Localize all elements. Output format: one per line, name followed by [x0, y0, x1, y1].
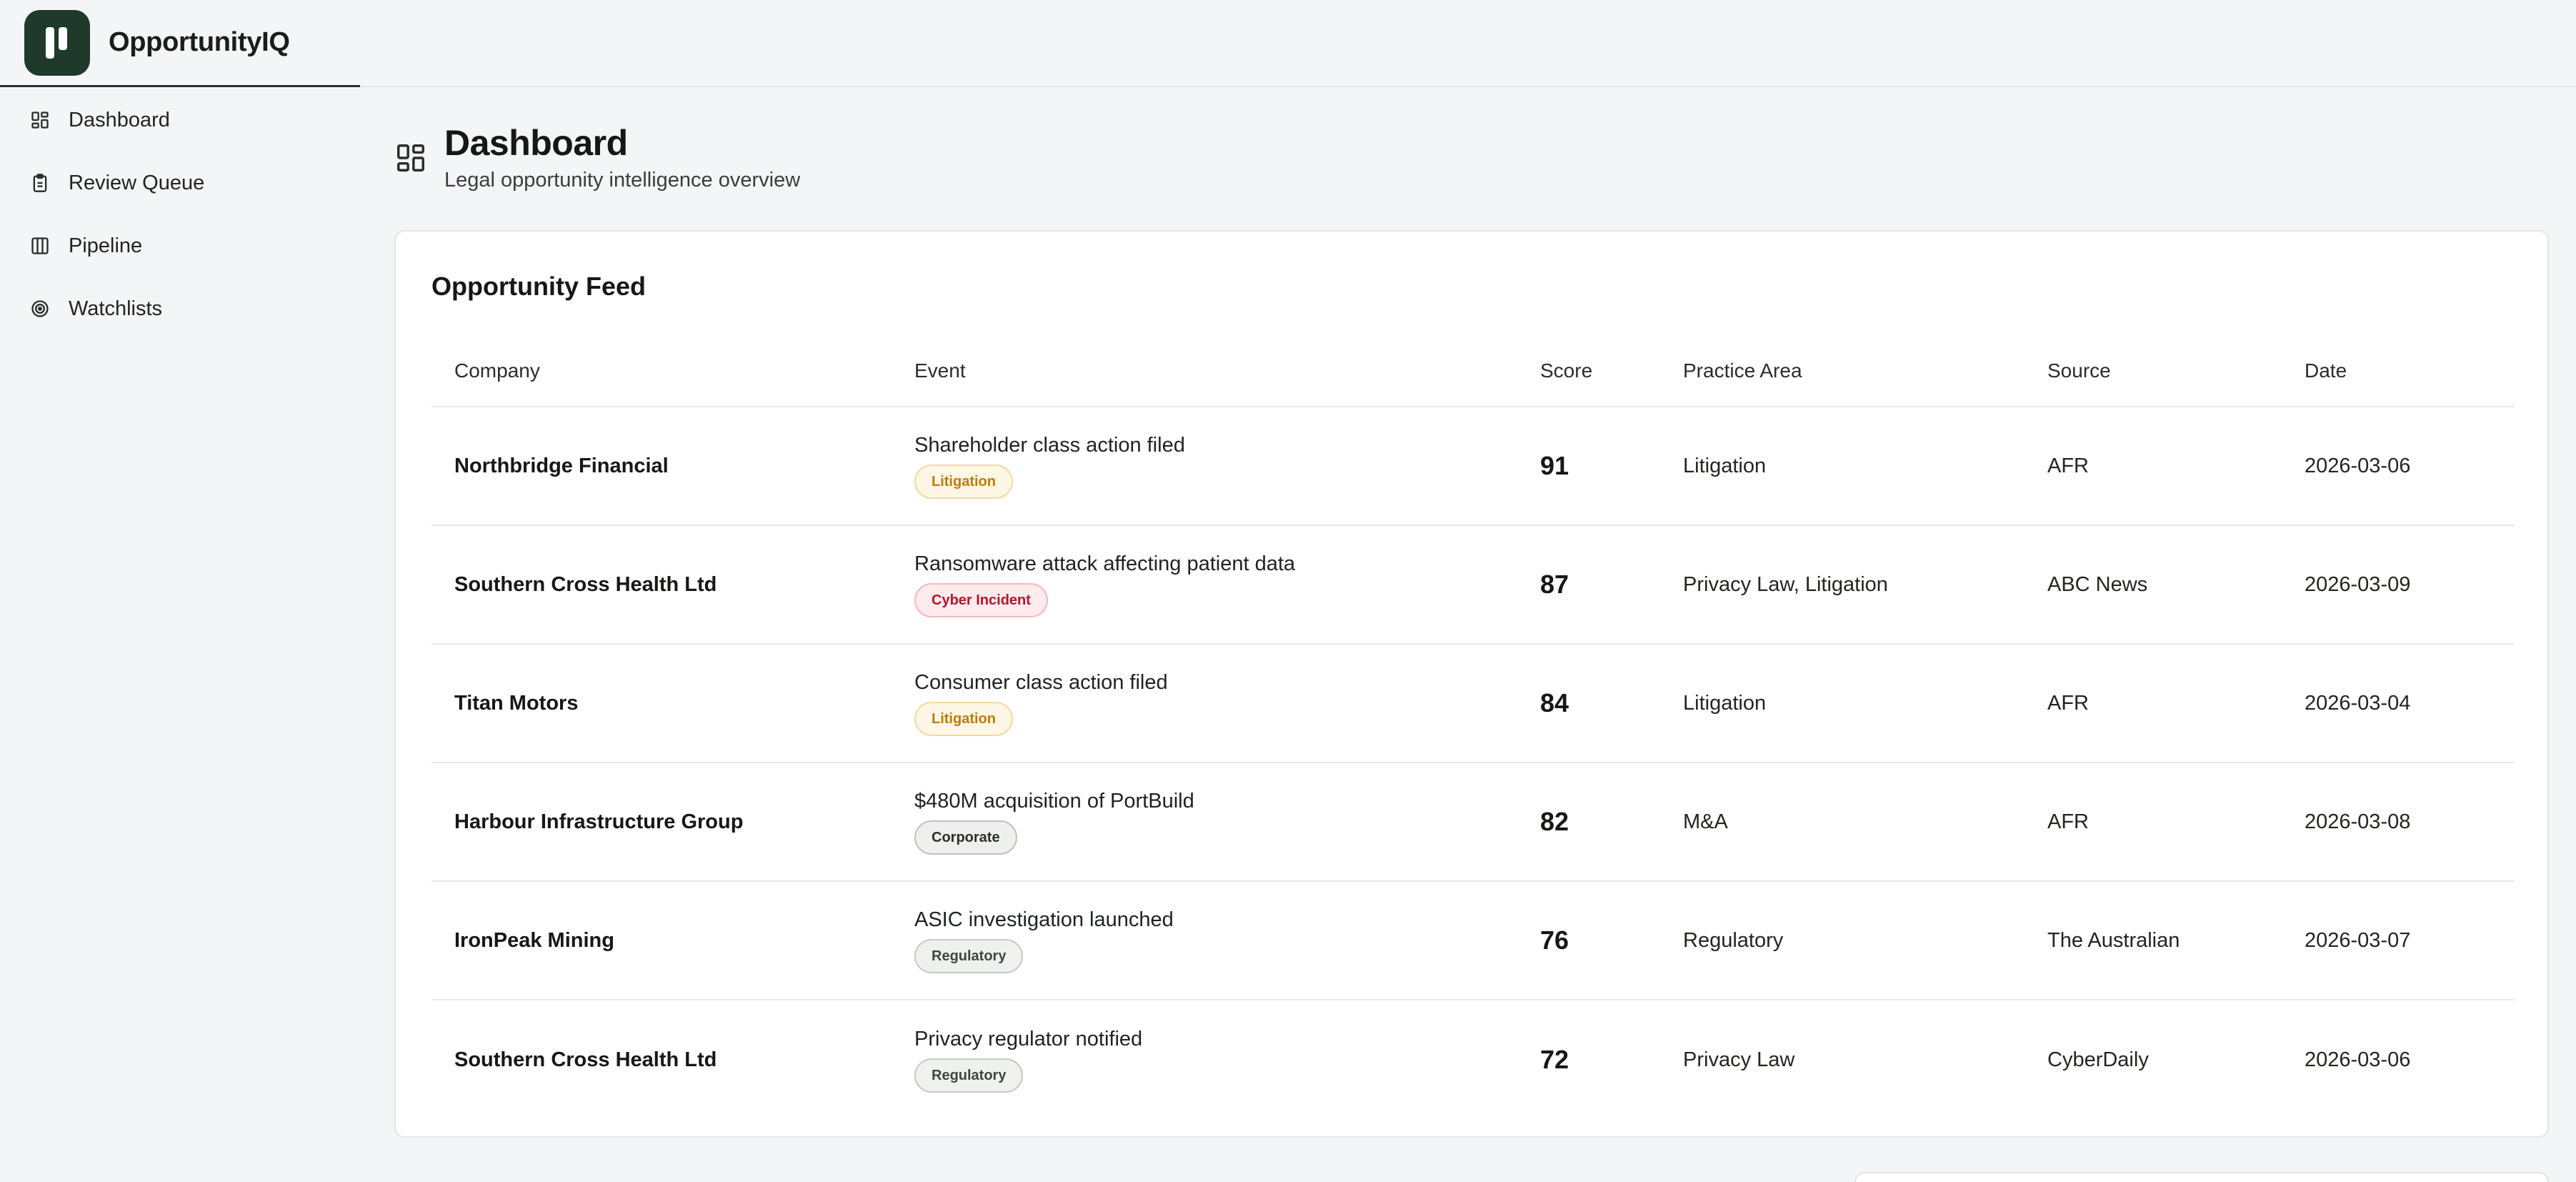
- company-name: Harbour Infrastructure Group: [454, 810, 744, 833]
- company-name: Southern Cross Health Ltd: [454, 1048, 717, 1071]
- page-header: Dashboard Legal opportunity intelligence…: [394, 121, 800, 192]
- table-row[interactable]: Southern Cross Health Ltd Privacy regula…: [431, 1000, 2515, 1119]
- column-header-source[interactable]: Source: [2047, 359, 2111, 382]
- practice-area: Regulatory: [1683, 928, 1784, 952]
- secondary-card-edge: [1854, 1172, 2549, 1182]
- practice-area: M&A: [1683, 810, 1728, 833]
- logo-icon: [24, 9, 90, 76]
- sidebar-item-review-queue[interactable]: Review Queue: [0, 152, 360, 214]
- opportunity-table: Company Event Score Practice Area Source…: [431, 336, 2515, 1119]
- company-name: IronPeak Mining: [454, 928, 614, 952]
- page-subtitle: Legal opportunity intelligence overview: [444, 169, 801, 192]
- company-name: Southern Cross Health Ltd: [454, 572, 717, 596]
- brand[interactable]: OpportunityIQ: [0, 0, 360, 87]
- source: AFR: [2047, 691, 2089, 715]
- sidebar-item-label: Dashboard: [69, 108, 170, 131]
- source: CyberDaily: [2047, 1048, 2149, 1071]
- sidebar: Dashboard Review Queue Pipeline: [0, 89, 360, 340]
- event-tag: Litigation: [914, 464, 1013, 499]
- date: 2026-03-08: [2305, 810, 2411, 833]
- date: 2026-03-06: [2305, 454, 2411, 477]
- company-name: Titan Motors: [454, 691, 579, 715]
- practice-area: Privacy Law: [1683, 1048, 1795, 1071]
- event-title: Privacy regulator notified: [914, 1027, 1143, 1051]
- event-tag: Corporate: [914, 820, 1017, 855]
- table-row[interactable]: Harbour Infrastructure Group $480M acqui…: [431, 763, 2515, 882]
- card-title: Opportunity Feed: [431, 272, 646, 301]
- score: 91: [1540, 451, 1569, 480]
- event-tag: Litigation: [914, 701, 1013, 736]
- source: AFR: [2047, 454, 2089, 477]
- date: 2026-03-04: [2305, 691, 2411, 715]
- column-header-practice-area[interactable]: Practice Area: [1683, 359, 1802, 382]
- source: AFR: [2047, 810, 2089, 833]
- table-row[interactable]: Titan Motors Consumer class action filed…: [431, 645, 2515, 763]
- event-title: ASIC investigation launched: [914, 908, 1174, 931]
- table-row[interactable]: Northbridge Financial Shareholder class …: [431, 407, 2515, 526]
- columns-icon: [29, 234, 51, 257]
- event-title: $480M acquisition of PortBuild: [914, 789, 1194, 813]
- clipboard-icon: [29, 172, 51, 194]
- dashboard-icon: [394, 141, 427, 174]
- dashboard-icon: [29, 109, 51, 131]
- top-bar: OpportunityIQ: [0, 0, 2576, 87]
- date: 2026-03-06: [2305, 1048, 2411, 1071]
- event-title: Consumer class action filed: [914, 670, 1168, 694]
- event-tag: Cyber Incident: [914, 582, 1048, 617]
- page-title: Dashboard: [444, 123, 628, 163]
- table-row[interactable]: Southern Cross Health Ltd Ransomware att…: [431, 526, 2515, 645]
- score: 87: [1540, 570, 1569, 599]
- sidebar-item-label: Review Queue: [69, 171, 205, 194]
- company-name: Northbridge Financial: [454, 454, 669, 477]
- opportunity-feed-card: Opportunity Feed Company Event Score Pra…: [394, 230, 2549, 1138]
- column-header-company[interactable]: Company: [454, 359, 540, 382]
- practice-area: Litigation: [1683, 691, 1767, 715]
- event-tag: Regulatory: [914, 938, 1024, 973]
- table-row[interactable]: IronPeak Mining ASIC investigation launc…: [431, 882, 2515, 1000]
- sidebar-item-label: Pipeline: [69, 234, 143, 257]
- source: ABC News: [2047, 572, 2148, 596]
- sidebar-item-pipeline[interactable]: Pipeline: [0, 214, 360, 277]
- score: 72: [1540, 1045, 1569, 1074]
- app-name: OpportunityIQ: [109, 27, 290, 57]
- event-title: Ransomware attack affecting patient data: [914, 552, 1296, 575]
- target-icon: [29, 297, 51, 320]
- sidebar-item-label: Watchlists: [69, 297, 163, 320]
- practice-area: Litigation: [1683, 454, 1767, 477]
- column-header-date[interactable]: Date: [2305, 359, 2347, 382]
- score: 82: [1540, 807, 1569, 836]
- score: 76: [1540, 925, 1569, 955]
- event-tag: Regulatory: [914, 1058, 1024, 1093]
- table-header: Company Event Score Practice Area Source…: [431, 336, 2515, 407]
- sidebar-item-dashboard[interactable]: Dashboard: [0, 89, 360, 152]
- event-title: Shareholder class action filed: [914, 433, 1185, 457]
- source: The Australian: [2047, 928, 2180, 952]
- date: 2026-03-07: [2305, 928, 2411, 952]
- column-header-score[interactable]: Score: [1540, 359, 1593, 382]
- date: 2026-03-09: [2305, 572, 2411, 596]
- practice-area: Privacy Law, Litigation: [1683, 572, 1888, 596]
- score: 84: [1540, 688, 1569, 717]
- column-header-event[interactable]: Event: [914, 359, 966, 382]
- sidebar-item-watchlists[interactable]: Watchlists: [0, 277, 360, 340]
